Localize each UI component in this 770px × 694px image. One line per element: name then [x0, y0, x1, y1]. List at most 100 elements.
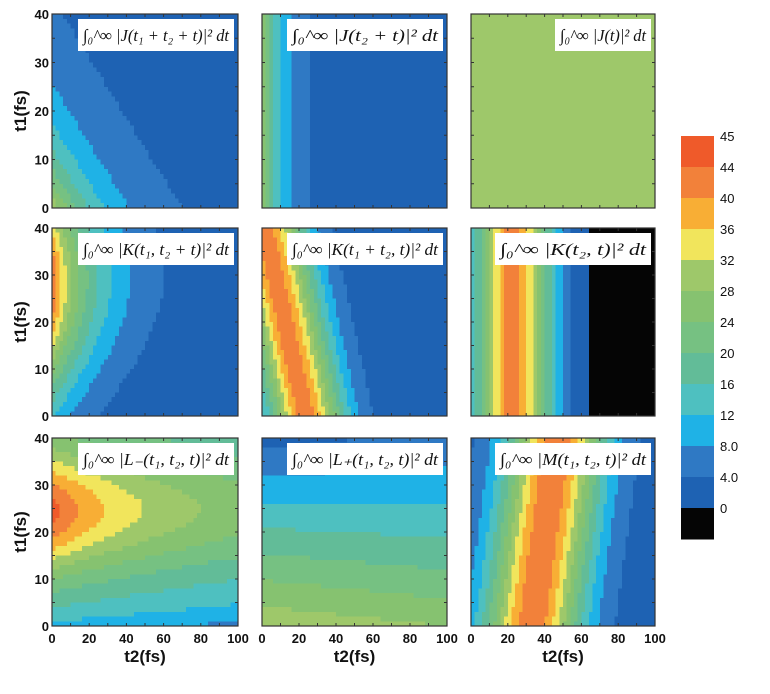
contour-cell [328, 193, 333, 199]
contour-cell [343, 106, 348, 112]
contour-cell [145, 67, 150, 73]
contour-cell [391, 62, 396, 68]
contour-cell [471, 18, 476, 25]
contour-cell [280, 159, 285, 165]
contour-cell [55, 183, 61, 190]
contour-cell [81, 111, 87, 117]
contour-cell [387, 154, 393, 161]
contour-cell [204, 106, 209, 112]
contour-cell [197, 174, 202, 180]
contour-cell [421, 115, 426, 122]
contour-cell [126, 101, 131, 107]
contour-cell [474, 28, 479, 34]
contour-cell [59, 178, 64, 185]
contour-cell [163, 198, 168, 204]
contour-cell [526, 81, 531, 88]
contour-cell [295, 57, 300, 64]
contour-cell [59, 203, 64, 209]
contour-cell [189, 183, 194, 190]
contour-cell [302, 164, 307, 170]
contour-cell [262, 125, 267, 131]
contour-cell [350, 67, 356, 73]
contour-cell [74, 178, 79, 185]
contour-cell [85, 198, 90, 204]
contour-cell [421, 135, 426, 141]
contour-cell [424, 91, 430, 98]
contour-cell [474, 149, 479, 156]
contour-cell [428, 178, 433, 185]
contour-cell [174, 203, 180, 209]
contour-cell [230, 183, 235, 190]
contour-cell [182, 81, 187, 88]
contour-cell [85, 130, 90, 136]
contour-cell [78, 106, 83, 112]
contour-cell [548, 96, 553, 102]
contour-cell [219, 101, 224, 107]
contour-cell [100, 67, 105, 73]
contour-cell [485, 96, 490, 102]
contour-cell [317, 159, 322, 165]
contour-cell [200, 174, 206, 180]
contour-cell [287, 120, 293, 127]
contour-cell [504, 52, 509, 59]
contour-cell [276, 86, 282, 93]
contour-cell [313, 193, 319, 199]
contour-cell [526, 101, 531, 107]
contour-cell [299, 57, 304, 64]
contour-cell [507, 188, 513, 195]
contour-cell [417, 203, 422, 209]
contour-cell [493, 159, 498, 165]
contour-cell [339, 164, 344, 170]
contour-cell [485, 47, 490, 54]
contour-cell [350, 81, 356, 88]
contour-cell [215, 52, 220, 59]
contour-cell [354, 77, 359, 83]
contour-cell [137, 96, 142, 102]
contour-cell [111, 111, 116, 117]
contour-cell [339, 106, 344, 112]
contour-cell [369, 169, 374, 175]
contour-cell [317, 125, 322, 131]
contour-cell [211, 96, 217, 102]
contour-cell [482, 115, 487, 122]
contour-cell [537, 86, 542, 93]
contour-cell [507, 72, 513, 78]
contour-cell [343, 86, 348, 93]
contour-cell [230, 169, 235, 175]
contour-cell [273, 77, 278, 83]
contour-cell [215, 169, 220, 175]
contour-cell [410, 111, 415, 117]
contour-cell [402, 164, 407, 170]
contour-cell [52, 149, 57, 156]
contour-cell [515, 81, 520, 88]
contour-cell [387, 203, 393, 209]
contour-cell [276, 183, 282, 190]
contour-cell [347, 81, 352, 88]
contour-cell [81, 140, 87, 146]
contour-cell [211, 115, 217, 122]
contour-cell [321, 81, 326, 88]
contour-cell [273, 43, 278, 49]
contour-cell [365, 62, 370, 68]
contour-cell [310, 174, 315, 180]
contour-cell [328, 86, 333, 93]
contour-cell [544, 72, 549, 78]
contour-cell [163, 77, 168, 83]
contour-cell [500, 47, 505, 54]
contour-cell [526, 174, 531, 180]
contour-cell [332, 169, 337, 175]
contour-cell [369, 72, 374, 78]
contour-cell [384, 120, 389, 127]
contour-cell [432, 67, 437, 73]
contour-cell [96, 62, 101, 68]
contour-cell [276, 23, 282, 30]
contour-cell [126, 57, 131, 64]
contour-cell [145, 164, 150, 170]
contour-cell [413, 149, 418, 156]
contour-cell [518, 101, 524, 107]
contour-cell [474, 86, 479, 93]
contour-cell [485, 77, 490, 83]
contour-cell [269, 62, 274, 68]
contour-cell [391, 144, 396, 151]
contour-cell [107, 67, 113, 73]
